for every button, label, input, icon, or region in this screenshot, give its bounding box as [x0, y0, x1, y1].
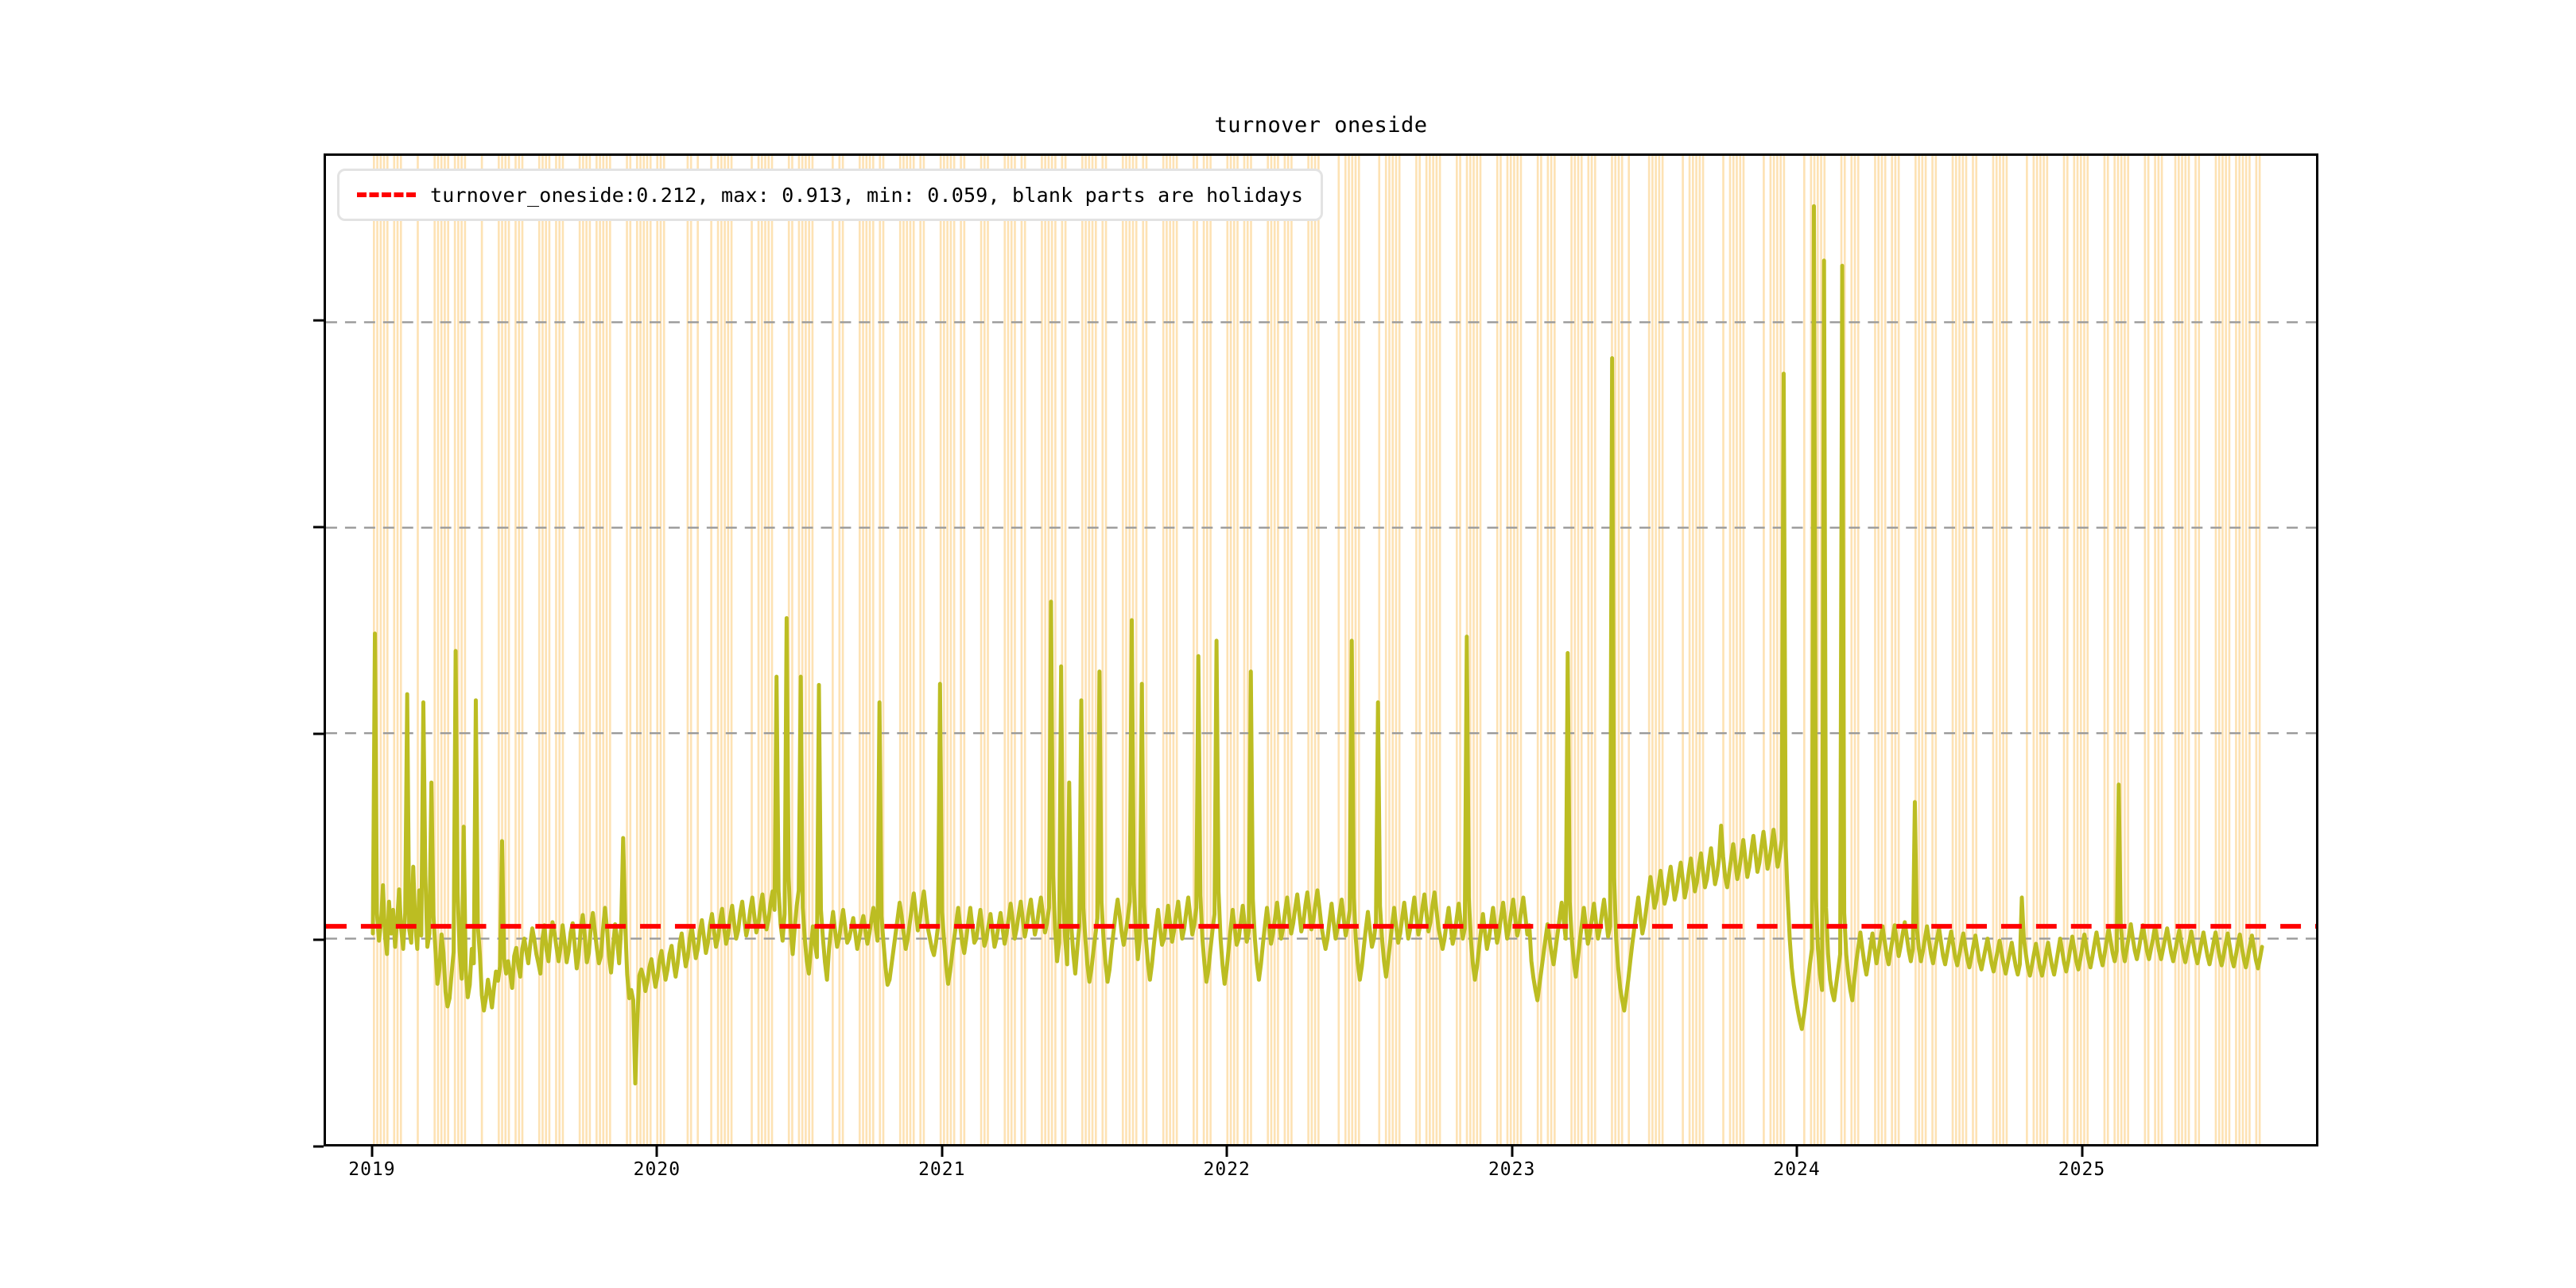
- y-axis-tick-mark: [313, 319, 324, 322]
- plot-axes: [324, 153, 2318, 1146]
- y-axis-tick-mark: [313, 732, 324, 735]
- x-axis-tick-label: 2021: [918, 1159, 966, 1180]
- series-line-group: [370, 204, 2264, 1086]
- legend-box: turnover_oneside:0.212, max: 0.913, min:…: [337, 169, 1324, 221]
- gridlines-group: [326, 321, 2316, 940]
- x-axis-tick-label: 2023: [1488, 1159, 1536, 1180]
- x-axis-tick-label: 2022: [1203, 1159, 1251, 1180]
- x-axis-tick-label: 2024: [1773, 1159, 1821, 1180]
- x-axis-tick-label: 2020: [633, 1159, 681, 1180]
- plot-svg: [326, 156, 2316, 1144]
- x-axis-tick-mark: [1795, 1146, 1798, 1157]
- y-axis-tick-mark: [313, 1145, 324, 1148]
- x-axis-tick-mark: [941, 1146, 944, 1157]
- x-axis-tick-mark: [370, 1146, 374, 1157]
- x-axis-tick-label: 2019: [348, 1159, 396, 1180]
- dashed-red-line-icon: [357, 192, 416, 197]
- x-axis-tick-mark: [2081, 1146, 2083, 1157]
- legend-label: turnover_oneside:0.212, max: 0.913, min:…: [430, 183, 1304, 207]
- x-axis-tick-label: 2025: [2058, 1159, 2106, 1180]
- y-axis-tick-mark: [313, 938, 324, 941]
- plot-area: [326, 156, 2316, 1144]
- trading-day-bars-group: [372, 156, 2261, 1144]
- x-axis-tick-mark: [1225, 1146, 1228, 1157]
- page-title: turnover oneside: [1214, 113, 1428, 138]
- x-axis-tick-mark: [1511, 1146, 1514, 1157]
- y-axis-tick-mark: [313, 526, 324, 529]
- x-axis-tick-mark: [655, 1146, 658, 1157]
